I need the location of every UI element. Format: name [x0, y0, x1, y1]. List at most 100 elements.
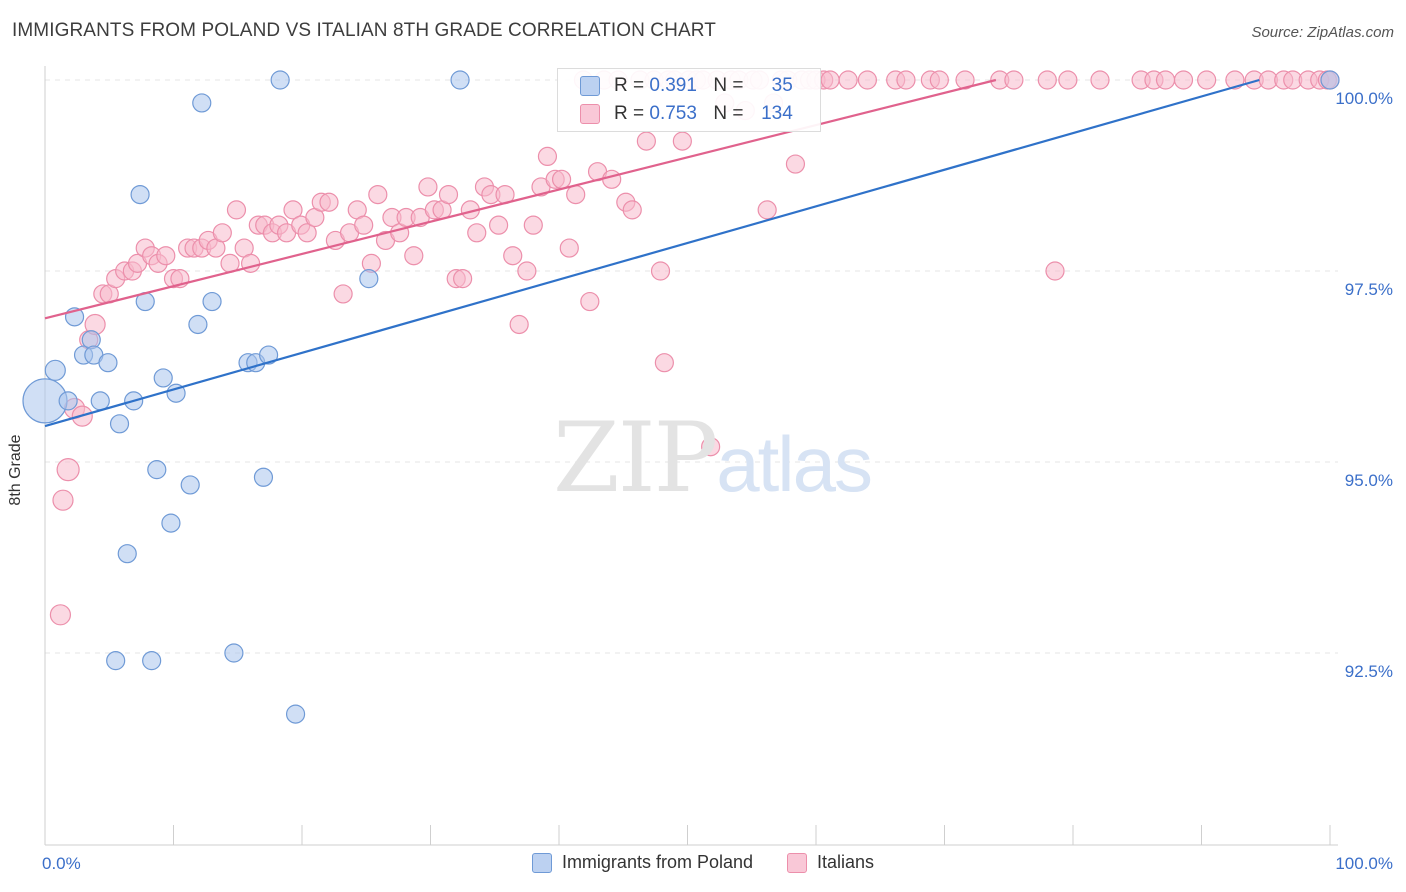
- poland-point: [450, 70, 470, 90]
- italians-point: [467, 223, 487, 243]
- italians-point: [297, 223, 317, 243]
- r-label: R =: [614, 103, 645, 124]
- italians-point: [212, 223, 232, 243]
- poland-swatch: [531, 852, 552, 873]
- italians-point: [955, 70, 975, 90]
- y-axis-label: 8th Grade: [7, 434, 24, 506]
- italians-point: [654, 353, 674, 373]
- r-label: R =: [614, 75, 645, 96]
- poland-point: [359, 269, 379, 289]
- italians-point: [1090, 70, 1110, 90]
- italians-point: [489, 215, 509, 235]
- legend-item-poland[interactable]: Immigrants from Poland: [531, 852, 754, 873]
- italians-point: [650, 261, 671, 281]
- italians-swatch: [787, 852, 808, 873]
- italians-point: [672, 131, 692, 151]
- poland-point: [202, 291, 222, 312]
- poland-point: [1320, 70, 1340, 90]
- italians-point: [333, 284, 353, 304]
- n-label: N =: [713, 75, 744, 96]
- italians-point: [523, 215, 543, 235]
- italians-point: [602, 169, 622, 189]
- italians-point: [896, 70, 916, 90]
- italians-point: [368, 185, 388, 205]
- italians-point: [1058, 70, 1078, 90]
- r-value-poland: 0.391: [649, 75, 697, 96]
- chart-title: IMMIGRANTS FROM POLAND VS ITALIAN 8TH GR…: [12, 20, 716, 41]
- italians-point: [1173, 70, 1194, 90]
- italians-point: [517, 261, 537, 281]
- italians-point: [1045, 261, 1065, 281]
- italians-point: [438, 185, 459, 205]
- poland-point: [117, 544, 137, 564]
- poland-point: [98, 353, 118, 373]
- watermark-zip: ZIP: [553, 402, 718, 514]
- italians-point: [319, 192, 339, 212]
- italians-point: [1004, 70, 1024, 90]
- x-tick-label-max: 100.0%: [1335, 854, 1393, 873]
- x-tick-label-min: 0.0%: [42, 854, 81, 873]
- poland-point: [130, 185, 150, 205]
- correlation-legend: R = 0.391 N = 35 R = 0.753 N = 134: [557, 68, 821, 132]
- italians-point: [1197, 70, 1217, 90]
- y-tick-label: 92.5%: [1345, 662, 1393, 681]
- poland-point: [106, 651, 126, 671]
- italians-point: [559, 238, 579, 258]
- italians-point: [283, 200, 303, 220]
- italians-point: [226, 200, 247, 220]
- italians-point: [418, 177, 438, 197]
- italians-point: [838, 70, 858, 90]
- poland-point: [147, 460, 167, 480]
- italians-trend-line: [44, 78, 997, 320]
- italians-point: [56, 458, 80, 482]
- poland-point: [192, 93, 212, 113]
- legend-label-italians: Italians: [817, 852, 875, 872]
- poland-point: [142, 651, 162, 671]
- italians-point: [1037, 70, 1057, 90]
- italians-point: [622, 200, 642, 220]
- poland-point: [109, 414, 130, 434]
- italians-point: [580, 291, 600, 312]
- poland-point: [258, 345, 279, 365]
- legend-label-poland: Immigrants from Poland: [561, 852, 754, 872]
- italians-swatch: [580, 104, 600, 124]
- italians-point: [453, 269, 473, 289]
- legend-item-italians[interactable]: Italians: [787, 852, 874, 873]
- italians-point: [857, 70, 878, 90]
- n-value-italians: 134: [761, 103, 793, 124]
- watermark: ZIPatlas: [553, 402, 873, 514]
- italians-point: [156, 246, 176, 266]
- poland-point: [161, 513, 181, 533]
- italians-point: [52, 489, 74, 511]
- legend-row-poland: R = 0.391 N = 35: [580, 75, 793, 97]
- poland-swatch: [580, 76, 600, 96]
- y-tick-label: 97.5%: [1345, 280, 1393, 299]
- poland-point: [153, 368, 173, 388]
- italians-point: [636, 131, 656, 151]
- poland-point: [285, 704, 306, 724]
- series-legend: Immigrants from Poland Italians: [0, 852, 1406, 873]
- poland-point: [180, 475, 200, 495]
- italians-point: [537, 146, 558, 166]
- y-tick-label: 95.0%: [1345, 471, 1393, 490]
- n-label: N =: [713, 103, 744, 124]
- italians-point: [404, 246, 424, 266]
- italians-point: [929, 70, 949, 90]
- poland-point: [270, 70, 290, 90]
- poland-point: [44, 359, 66, 381]
- legend-row-italians: R = 0.753 N = 134: [580, 103, 793, 125]
- italians-point: [1225, 70, 1245, 90]
- italians-point: [354, 215, 374, 235]
- poland-trend-line: [44, 78, 1260, 428]
- poland-point: [253, 467, 274, 487]
- r-value-italians: 0.753: [649, 103, 697, 124]
- italians-point: [1155, 70, 1176, 90]
- italians-point: [551, 169, 572, 189]
- italians-point: [566, 185, 586, 205]
- italians-point: [241, 253, 261, 273]
- poland-point: [224, 643, 244, 663]
- n-value-poland: 35: [771, 75, 793, 96]
- italians-point: [503, 246, 523, 266]
- poland-point: [166, 383, 186, 403]
